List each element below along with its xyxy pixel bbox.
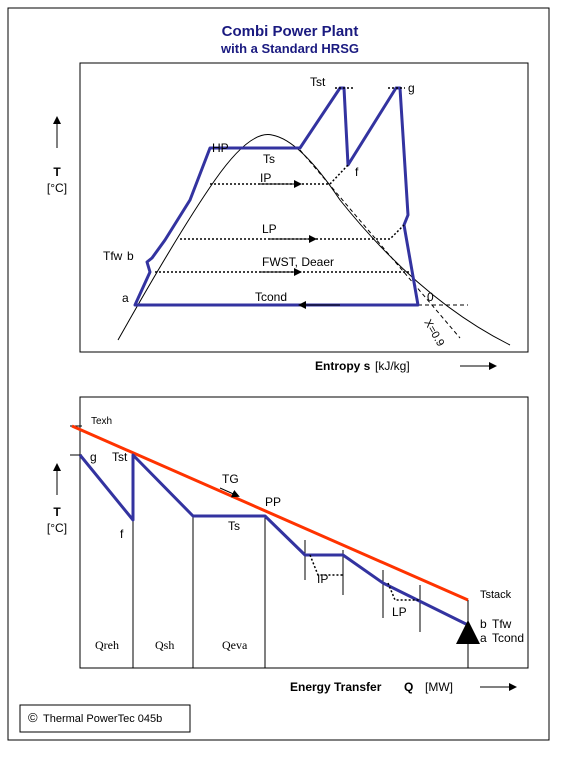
label: LP: [392, 605, 407, 619]
label: IP: [260, 171, 271, 185]
label: Tfw: [492, 617, 512, 631]
label: Tcond: [255, 290, 287, 304]
subtitle: with a Standard HRSG: [220, 41, 359, 56]
ts-diagram: T [°C] Tst g HP Ts IP f LP Tfw b FWST, D…: [47, 62, 529, 373]
label: FWST, Deaer: [262, 255, 334, 269]
tq-diagram: T [°C] Texh g Tst TG PP Ts f IP LP Tstac…: [47, 396, 529, 694]
copyright: ©: [28, 710, 38, 725]
label: IP: [317, 572, 328, 586]
label: LP: [262, 222, 277, 236]
x-axis-symbol: Q: [404, 680, 413, 694]
section-label: Qreh: [95, 638, 119, 652]
section-label: Qeva: [222, 638, 248, 652]
label: PP: [265, 495, 281, 509]
y-symbol: T: [53, 165, 61, 179]
label: X=0.9: [421, 318, 446, 349]
label: f: [355, 165, 359, 179]
label: a: [122, 291, 129, 305]
label: g: [90, 450, 97, 464]
label: Tst: [310, 75, 326, 89]
y-unit: [°C]: [47, 181, 67, 195]
page-border: [7, 7, 550, 741]
label: Tfw: [103, 249, 123, 263]
label: Ts: [263, 152, 275, 166]
label: g: [408, 81, 415, 95]
label: Tstack: [480, 589, 512, 601]
label: b: [480, 617, 487, 631]
x-axis-unit: [kJ/kg]: [375, 359, 410, 373]
label: b: [127, 249, 134, 263]
label: Texh: [91, 416, 112, 427]
label: f: [120, 527, 124, 541]
label: HP: [212, 141, 229, 155]
label: a: [480, 631, 487, 645]
label: TG: [222, 472, 239, 486]
section-label: Qsh: [155, 638, 174, 652]
x-axis-unit: [MW]: [425, 680, 453, 694]
label: 0: [427, 290, 434, 304]
label: Tcond: [492, 631, 524, 645]
footer-box: [19, 704, 191, 733]
x-axis-name: Energy Transfer: [290, 680, 382, 694]
footer-text: Thermal PowerTec 045b: [43, 713, 162, 725]
y-symbol: T: [53, 505, 61, 519]
y-unit: [°C]: [47, 521, 67, 535]
label: Tst: [112, 450, 128, 464]
title: Combi Power Plant: [222, 23, 359, 40]
x-axis-name: Entropy s: [315, 359, 371, 373]
label: Ts: [228, 519, 240, 533]
